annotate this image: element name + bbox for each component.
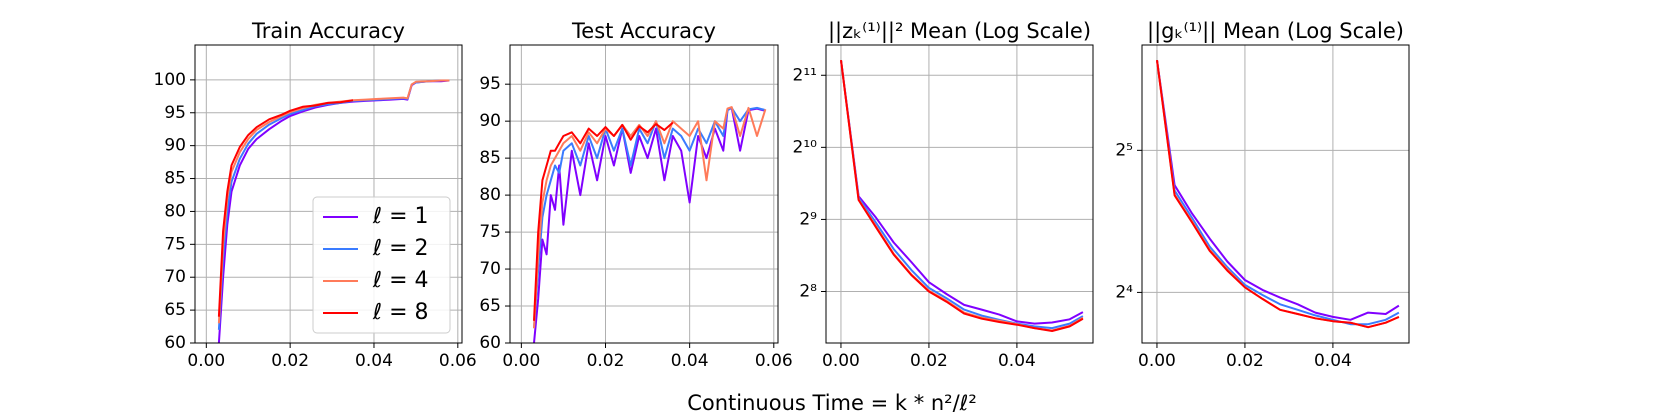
series-line (840, 59, 1084, 332)
legend-label: ℓ = 2 (372, 236, 429, 261)
y-tick-label: 90 (164, 136, 186, 156)
series-line (217, 99, 354, 317)
y-tick-label: 85 (479, 148, 501, 168)
y-tick-label: 80 (164, 201, 186, 221)
y-tick-label: 2¹⁰ (793, 137, 818, 157)
legend-label: ℓ = 8 (372, 300, 429, 325)
x-tick-label: 0.02 (587, 351, 625, 371)
y-tick-label: 65 (164, 300, 186, 320)
x-tick-label: 0.02 (910, 351, 948, 371)
y-tick-label: 70 (164, 267, 186, 287)
x-tick-label: 0.00 (187, 351, 225, 371)
y-tick-label: 80 (479, 185, 501, 205)
y-tick-label: 75 (479, 222, 501, 242)
y-tick-label: 95 (164, 103, 186, 123)
x-tick-label: 0.04 (671, 351, 709, 371)
x-tick-label: 0.02 (1226, 351, 1264, 371)
x-tick-label: 0.06 (439, 351, 477, 371)
x-tick-label: 0.04 (1314, 351, 1352, 371)
x-tick-label: 0.00 (502, 351, 540, 371)
series-line (533, 106, 766, 344)
series-line (1156, 59, 1400, 326)
y-tick-label: 75 (164, 234, 186, 254)
plot-frame (509, 44, 779, 344)
series-line (840, 59, 1084, 330)
series-line (840, 59, 1084, 325)
legend-box (312, 196, 451, 334)
series-line (533, 106, 767, 329)
series-line (1156, 59, 1400, 321)
y-tick-label: 2¹¹ (793, 65, 817, 85)
x-tick-label: 0.00 (822, 351, 860, 371)
panel-title: Train Accuracy (251, 19, 405, 43)
y-tick-label: 90 (479, 111, 501, 131)
x-tick-label: 0.00 (1138, 351, 1176, 371)
panel-title: Test Accuracy (571, 19, 716, 43)
panel-title: ||zₖ⁽¹⁾||² Mean (Log Scale) (828, 19, 1091, 44)
x-tick-label: 0.02 (271, 351, 309, 371)
series-line (1156, 59, 1400, 329)
series-line (840, 59, 1084, 332)
x-tick-label: 0.04 (998, 351, 1036, 371)
y-tick-label: 60 (164, 333, 186, 353)
y-tick-label: 2⁹ (799, 209, 817, 229)
legend-label: ℓ = 1 (372, 204, 429, 229)
y-tick-label: 100 (154, 70, 186, 90)
series-line (533, 121, 674, 321)
y-tick-label: 2⁴ (1115, 282, 1133, 302)
y-tick-label: 95 (479, 74, 501, 94)
legend-label: ℓ = 4 (372, 268, 429, 293)
plot-frame (1141, 44, 1410, 344)
y-tick-label: 60 (479, 333, 501, 353)
y-tick-label: 2⁵ (1115, 140, 1133, 160)
x-tick-label: 0.06 (755, 351, 793, 371)
y-tick-label: 2⁸ (799, 281, 817, 301)
panel-title: ||gₖ⁽¹⁾|| Mean (Log Scale) (1147, 19, 1404, 44)
x-axis-label: Continuous Time = k * n²/ℓ² (687, 391, 977, 415)
x-tick-label: 0.04 (355, 351, 393, 371)
series-line (1156, 59, 1400, 329)
y-tick-label: 65 (479, 296, 501, 316)
y-tick-label: 70 (479, 259, 501, 279)
series-line (533, 106, 766, 329)
y-tick-label: 85 (164, 169, 186, 189)
plot-frame (194, 44, 463, 344)
plot-frame (825, 44, 1094, 344)
